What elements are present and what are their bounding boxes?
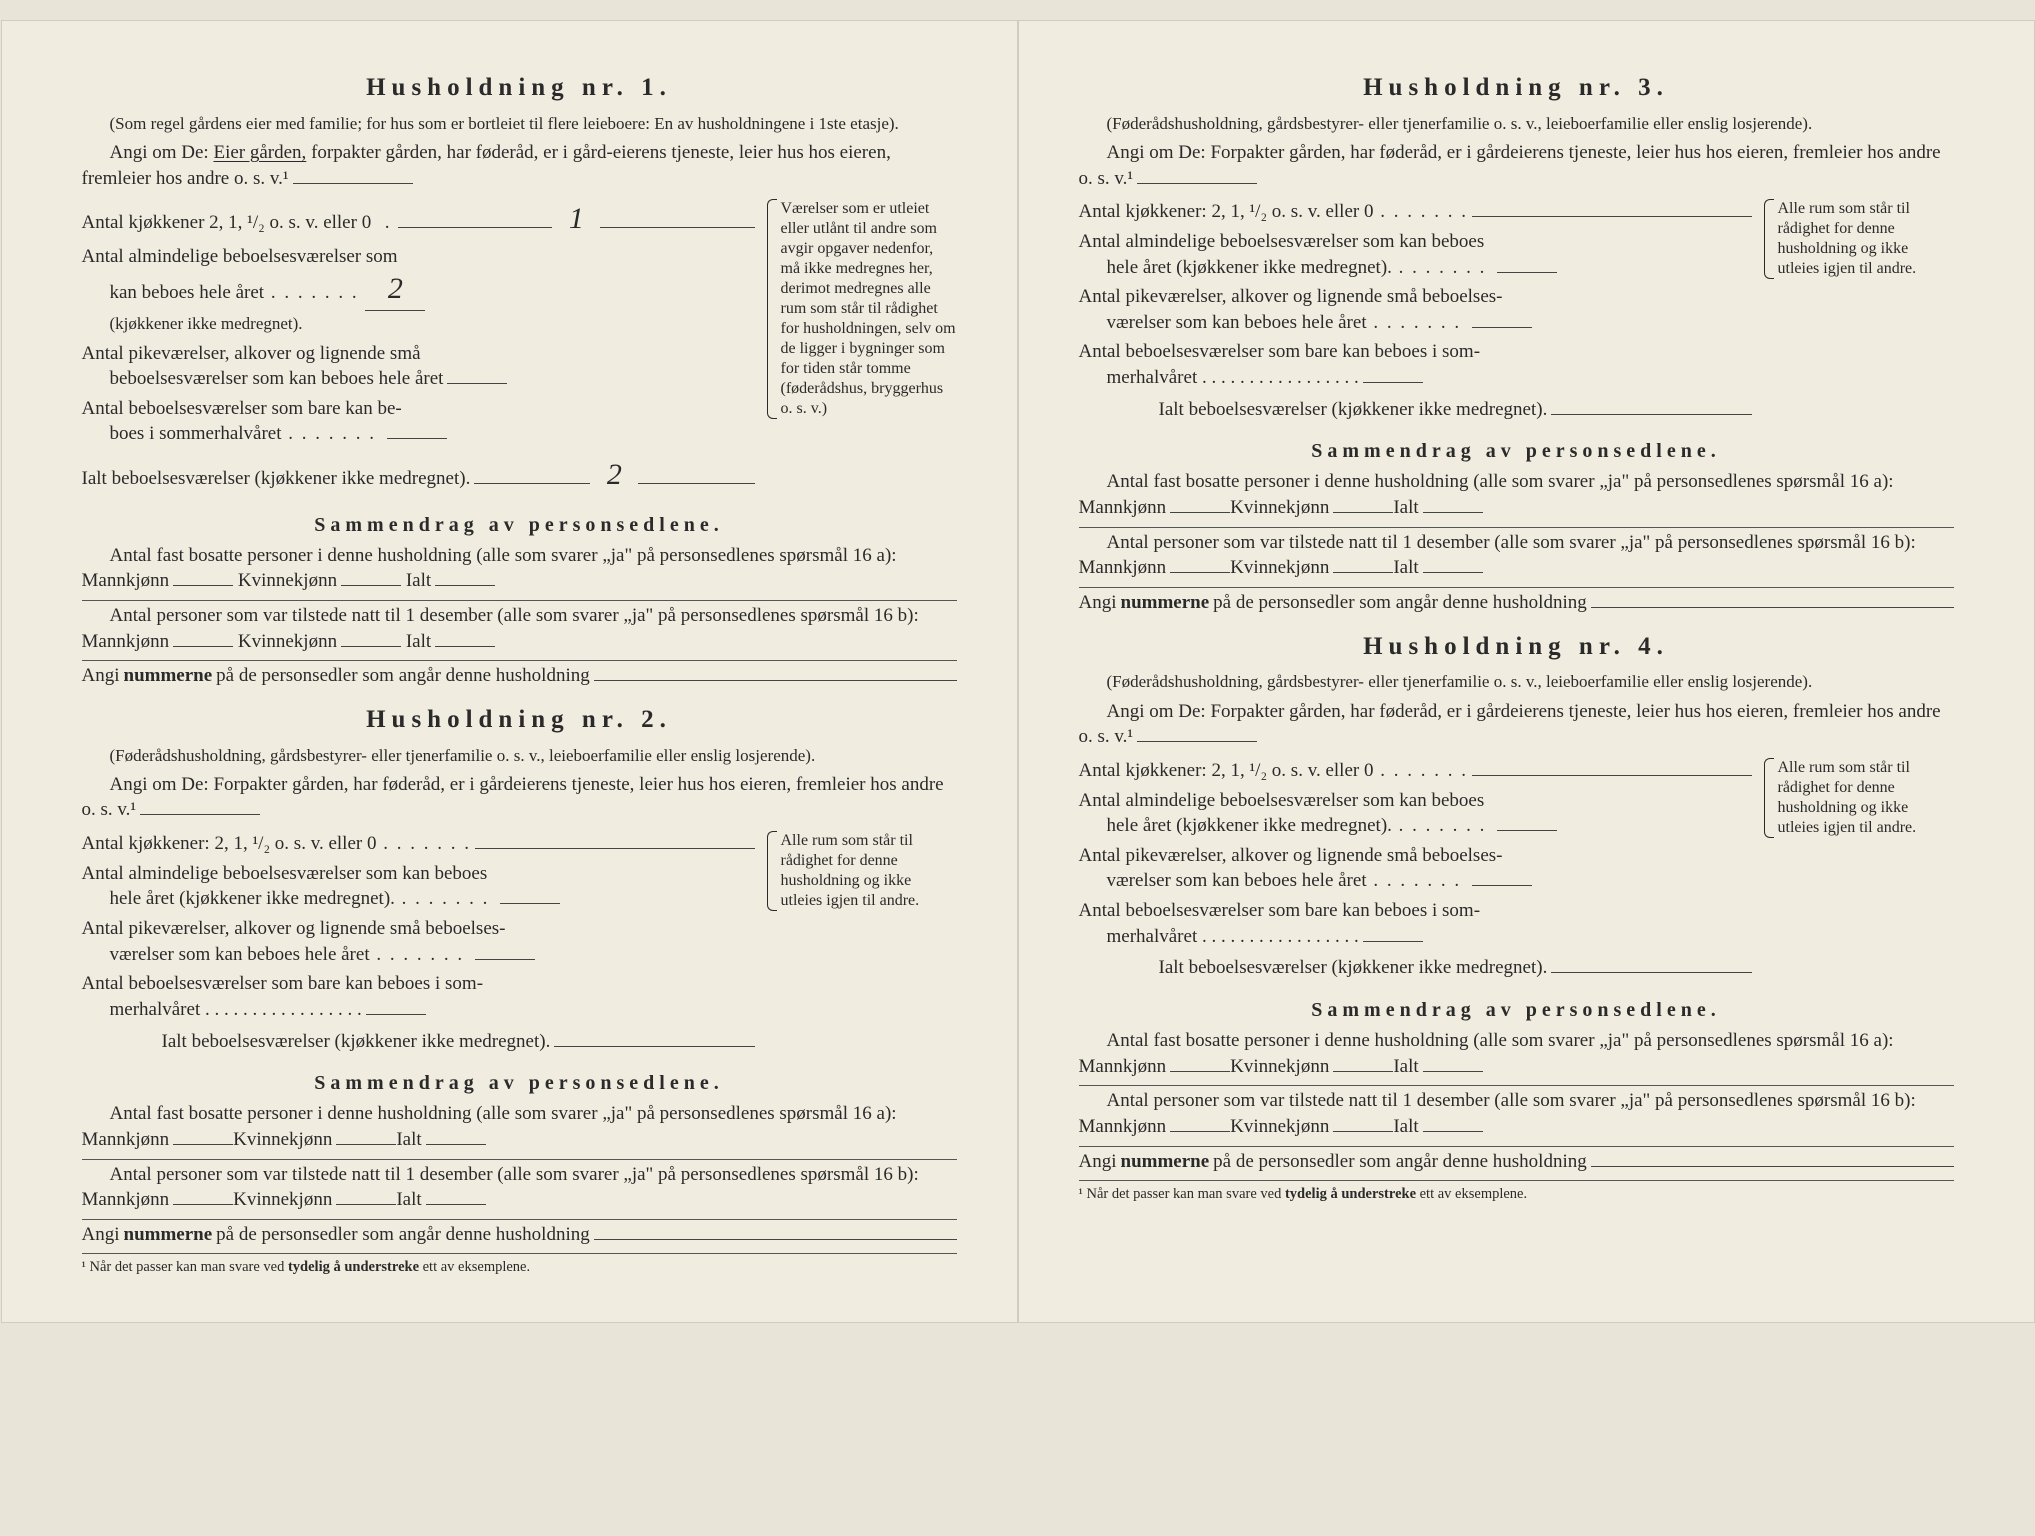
- sam-tilstede-h1: Antal personer som var tilstede natt til…: [82, 603, 957, 654]
- footnote-right: ¹ Når det passer kan man svare ved tydel…: [1079, 1185, 1954, 1205]
- row-kj-h1: Antal kjøkkener 2, 1, ¹/₂ o. s. v. eller…: [82, 199, 755, 240]
- brace-icon: [767, 831, 777, 911]
- sam-heading-h2: Sammendrag av personsedlene.: [82, 1070, 957, 1097]
- angi-underline: Eier gården,: [213, 142, 306, 163]
- page-right: Husholdning nr. 3. (Føderådshusholdning,…: [1018, 20, 2035, 1323]
- heading-h1: Husholdning nr. 1.: [82, 71, 957, 105]
- page-left: Husholdning nr. 1. (Som regel gårdens ei…: [1, 20, 1018, 1323]
- margin-note-h3: Alle rum som står til rådighet for denne…: [1764, 199, 1954, 279]
- brace-icon: [767, 199, 777, 419]
- subhead-h2: (Føderådshusholdning, gårdsbestyrer- ell…: [82, 745, 957, 766]
- brace-icon: [1764, 758, 1774, 838]
- handwritten-kj: 1: [556, 199, 596, 240]
- margin-note-h4: Alle rum som står til rådighet for denne…: [1764, 758, 1954, 838]
- margin-note-h2: Alle rum som står til rådighet for denne…: [767, 831, 957, 911]
- document-spread: Husholdning nr. 1. (Som regel gårdens ei…: [1, 20, 2035, 1323]
- angi-h2: Angi om De: Forpakter gården, har føderå…: [82, 772, 957, 823]
- sam-fast-h1: Antal fast bosatte personer i denne hush…: [82, 543, 957, 594]
- section-h3: Husholdning nr. 3. (Føderådshusholdning,…: [1079, 71, 1954, 616]
- block-left-h1: Antal kjøkkener 2, 1, ¹/₂ o. s. v. eller…: [82, 199, 755, 499]
- subhead-h1: (Som regel gårdens eier med familie; for…: [82, 113, 957, 134]
- section-h4: Husholdning nr. 4. (Føderådshusholdning,…: [1079, 630, 1954, 1205]
- row-ialt-h1: Ialt beboelsesværelser (kjøkkener ikke m…: [82, 455, 755, 496]
- block-h1: Antal kjøkkener 2, 1, ¹/₂ o. s. v. eller…: [82, 199, 957, 499]
- sam-heading-h1: Sammendrag av personsedlene.: [82, 512, 957, 539]
- handwritten-alm: 2: [365, 269, 425, 311]
- row-alm-h1: Antal almindelige beboelsesværelser som …: [82, 244, 755, 337]
- heading-h3: Husholdning nr. 3.: [1079, 71, 1954, 105]
- heading-h4: Husholdning nr. 4.: [1079, 630, 1954, 664]
- heading-h2: Husholdning nr. 2.: [82, 703, 957, 737]
- handwritten-ialt: 2: [594, 455, 634, 496]
- footnote-left: ¹ Når det passer kan man svare ved tydel…: [82, 1258, 957, 1278]
- row-som-h1: Antal beboelsesværelser som bare kan be-…: [82, 396, 755, 447]
- block-left-h2: Antal kjøkkener: 2, 1, ¹/₂ o. s. v. elle…: [82, 831, 755, 1058]
- sam-nummer-h1: Angi nummerne på de personsedler som ang…: [82, 663, 957, 689]
- brace-icon: [1764, 199, 1774, 279]
- margin-note-h1: Værelser som er utleiet eller utlånt til…: [767, 199, 957, 419]
- section-h1: Husholdning nr. 1. (Som regel gårdens ei…: [82, 71, 957, 689]
- row-pike-h1: Antal pikeværelser, alkover og lignende …: [82, 341, 755, 392]
- angi-h1: Angi om De: Eier gården, forpakter gårde…: [82, 140, 957, 191]
- section-h2: Husholdning nr. 2. (Føderådshusholdning,…: [82, 703, 957, 1278]
- block-h2: Antal kjøkkener: 2, 1, ¹/₂ o. s. v. elle…: [82, 831, 957, 1058]
- angi-pre: Angi om De:: [110, 142, 209, 163]
